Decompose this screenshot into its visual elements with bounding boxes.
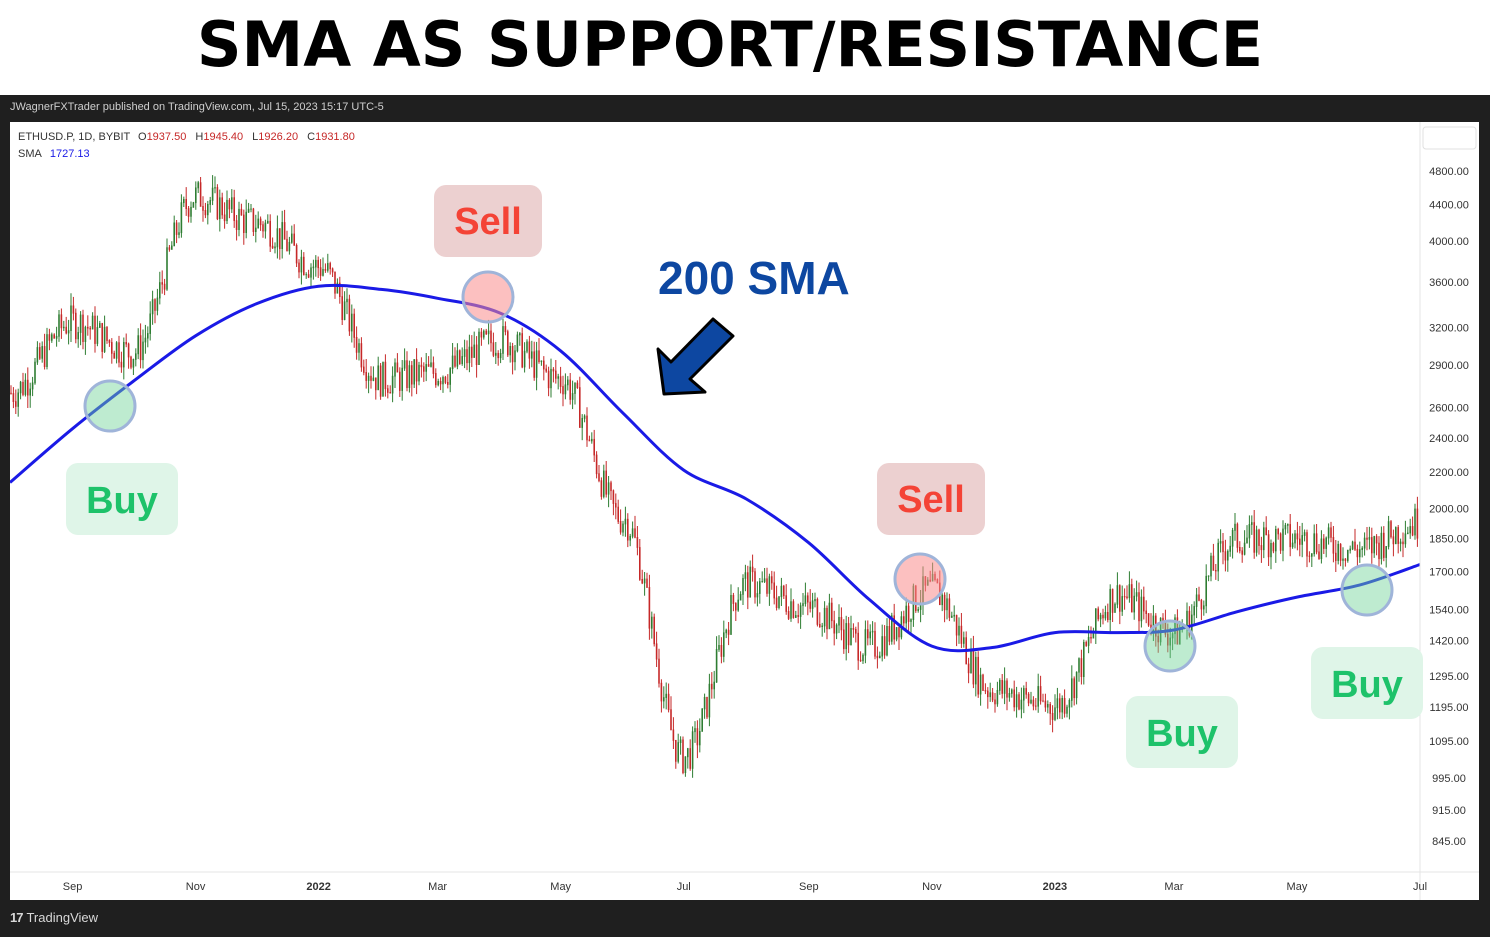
sma-arrow: [656, 317, 735, 396]
price-tick-label: 4000.00: [1429, 236, 1469, 248]
low-label: L: [252, 131, 258, 143]
price-tick-label: 4400.00: [1429, 199, 1469, 211]
buy-badge-2-bg: [1126, 696, 1238, 768]
price-tick-label: 1095.00: [1429, 736, 1469, 748]
buy-touch-circle-1: [83, 379, 137, 433]
price-tick-label: 1195.00: [1430, 702, 1469, 714]
buy-badge-3-bg: [1311, 647, 1423, 719]
price-tick-label: 2900.00: [1429, 360, 1469, 372]
sma-legend-value: 1727.13: [50, 148, 90, 160]
sma-annotation-label: 200 SMA: [658, 252, 850, 304]
price-tick-label: 3600.00: [1429, 277, 1469, 289]
price-chart[interactable]: 4800.00 4400.00 4000.00 3600.00 3200.00 2900.…: [9, 122, 1479, 900]
price-tick-label: 915.00: [1432, 805, 1466, 817]
close-value: 1931.80: [315, 131, 355, 143]
time-tick-label: 2022: [306, 881, 330, 893]
open-value: 1937.50: [147, 131, 187, 143]
price-tick-label: 995.00: [1432, 773, 1466, 785]
sell-badge-2: Sell: [897, 479, 965, 521]
price-tick-label: 2200.00: [1429, 467, 1469, 479]
close-label: C: [307, 131, 315, 143]
chart-area[interactable]: 4800.00 4400.00 4000.00 3600.00 3200.00 2900.…: [9, 122, 1479, 900]
sell-touch-circle-2: [893, 552, 947, 606]
high-value: 1945.40: [203, 131, 243, 143]
price-axis: 4800.00 4400.00 4000.00 3600.00 3200.00 2900.…: [1429, 166, 1469, 848]
time-tick-label: May: [550, 881, 571, 893]
time-tick-label: 2023: [1043, 881, 1067, 893]
tradingview-brand: TradingView: [26, 910, 99, 925]
time-tick-label: Sep: [63, 881, 83, 893]
symbol-label: ETHUSD.P, 1D, BYBIT: [18, 131, 131, 143]
sma-legend: SMA 1727.13: [18, 148, 90, 160]
price-tick-label: 1540.00: [1429, 604, 1469, 616]
ohlc-readout: O1937.50 H1945.40 L1926.20 C1931.80: [138, 131, 355, 143]
price-tick-label: 2400.00: [1429, 433, 1469, 445]
time-tick-label: Nov: [186, 881, 206, 893]
price-tick-label: 1700.00: [1429, 566, 1469, 578]
price-tick-label: 2000.00: [1429, 504, 1469, 516]
sell-badge-1: Sell: [454, 201, 522, 243]
axis-settings-box[interactable]: [1422, 126, 1477, 150]
sell-badge-1-bg: [434, 185, 542, 257]
sell-touch-circle-1: [461, 270, 515, 324]
sma-line: [9, 283, 1421, 653]
sma-legend-label: SMA: [18, 148, 43, 160]
sell-badge-2-bg: [877, 463, 985, 535]
time-tick-label: Mar: [1164, 881, 1183, 893]
tradingview-logo-icon: 17: [10, 910, 24, 925]
time-tick-label: Jul: [677, 881, 691, 893]
high-label: H: [195, 131, 203, 143]
price-tick-label: 1295.00: [1429, 671, 1469, 683]
low-value: 1926.20: [258, 131, 298, 143]
candles-layer: [10, 175, 1419, 778]
buy-badge-1: Buy: [86, 480, 158, 522]
tradingview-footer[interactable]: 17 TradingView: [10, 910, 98, 925]
price-tick-label: 4800.00: [1429, 166, 1469, 178]
open-label: O: [138, 131, 147, 143]
buy-touch-circle-2: [1143, 619, 1197, 673]
price-tick-label: 2600.00: [1429, 402, 1469, 414]
time-tick-label: Nov: [922, 881, 942, 893]
published-by: JWagnerFXTrader published on TradingView…: [10, 101, 384, 113]
time-tick-label: Sep: [799, 881, 819, 893]
price-tick-label: 845.00: [1432, 836, 1466, 848]
price-tick-label: 1850.00: [1429, 534, 1469, 546]
price-tick-label: 1420.00: [1429, 636, 1469, 648]
time-tick-label: Mar: [428, 881, 447, 893]
buy-badge-3: Buy: [1331, 664, 1403, 706]
buy-badge-1-bg: [66, 463, 178, 535]
page-title: SMA AS SUPPORT/RESISTANCE: [196, 8, 1264, 81]
time-tick-label: May: [1287, 881, 1308, 893]
buy-touch-circle-3: [1340, 563, 1394, 617]
time-axis: Sep Nov 2022 Mar May Jul Sep Nov 2023 Mar May Jul: [63, 881, 1427, 893]
price-tick-label: 3200.00: [1429, 322, 1469, 334]
buy-badge-2: Buy: [1146, 713, 1218, 755]
time-tick-label: Jul: [1413, 881, 1427, 893]
